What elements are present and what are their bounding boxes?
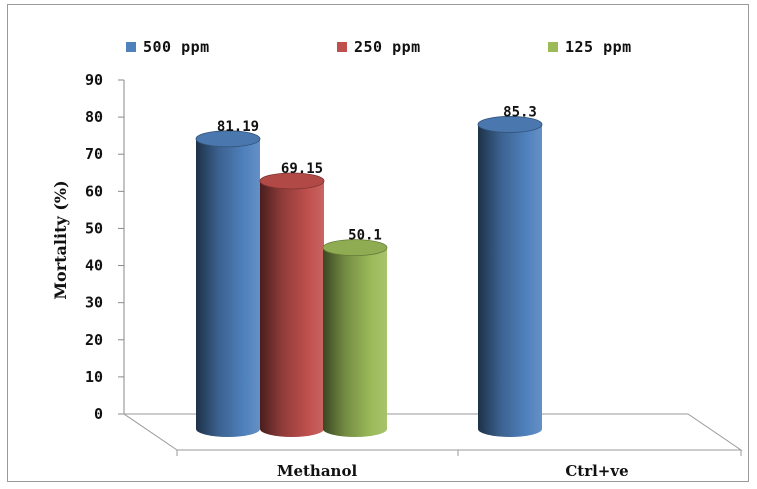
legend-label-500ppm: 500 ppm [143,38,210,56]
bar-cap [195,130,261,148]
bar [477,116,543,437]
y-axis-label: Mortality (%) [51,180,70,299]
y-tick-label: 20 [85,331,103,349]
legend-item-250ppm: 250 ppm [337,38,421,56]
bar-cap [322,239,388,257]
data-label: 85.3 [503,104,537,120]
bar [195,130,261,437]
bar [322,239,388,437]
bar-body [478,124,542,437]
legend-swatch-250ppm [337,42,347,52]
legend: 500 ppm 250 ppm 125 ppm [0,38,757,58]
axes: 0 10 20 30 40 50 60 70 80 90 Methanol Ctrl+ve [85,71,743,480]
legend-label-125ppm: 125 ppm [565,38,632,56]
legend-swatch-500ppm [126,42,136,52]
x-tick-label: Ctrl+ve [565,462,628,480]
data-label: 50.1 [348,228,382,244]
legend-label-250ppm: 250 ppm [354,38,421,56]
y-tick-label: 50 [85,219,103,237]
legend-swatch-125ppm [548,42,558,52]
data-label: 81.19 [217,119,259,135]
bar-body [323,247,387,437]
data-label: 69.15 [281,161,323,177]
y-tick-label: 10 [85,368,103,386]
y-tick-label: 30 [85,294,103,312]
y-tick-label: 90 [85,71,103,89]
y-tick-label: 40 [85,257,103,275]
bar-body [260,180,324,437]
y-tick-label: 0 [94,405,103,423]
bars [195,116,543,437]
bar-cap [477,116,543,133]
y-tick-label: 60 [85,182,103,200]
y-tick-label: 80 [85,108,103,126]
legend-item-500ppm: 500 ppm [126,38,210,56]
x-tick-label: Methanol [277,462,358,480]
bar-cap [259,172,325,190]
data-labels: 81.19 69.15 50.1 85.3 [217,104,537,243]
y-tick-label: 70 [85,145,103,163]
legend-item-125ppm: 125 ppm [548,38,632,56]
bar [259,172,325,437]
bar-body [196,138,260,437]
